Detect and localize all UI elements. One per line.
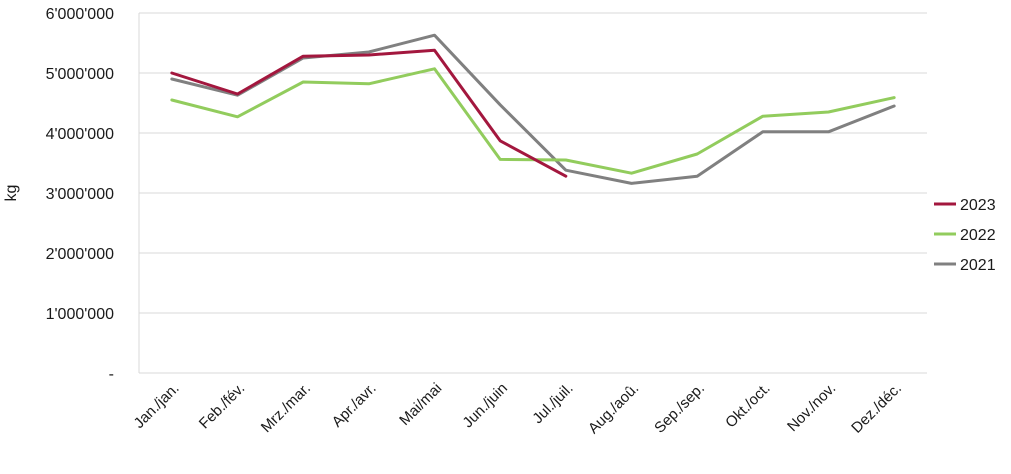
x-tick-label: Mrz./mar. [258,380,314,436]
y-tick-label: 1'000'000 [46,306,115,323]
x-tick-label: Okt./oct. [722,380,774,432]
x-tick-label: Aug./aoû. [585,380,642,437]
x-tick-label: Apr./avr. [329,380,380,431]
legend: 2023 2022 2021 [934,197,996,274]
y-axis-ticks: - 1'000'000 2'000'000 3'000'000 4'000'000 5'0… [46,6,115,383]
x-tick-label: Jun./juin [459,380,511,432]
x-axis-ticks: Jan./jan. Feb./fév. Mrz./mar. Apr./avr. Mai/… [131,380,905,437]
x-tick-label: Mai/mai [396,380,445,429]
y-tick-label: 6'000'000 [46,6,115,23]
legend-label: 2022 [960,227,996,244]
y-tick-label: 2'000'000 [46,246,115,263]
legend-label: 2021 [960,257,996,274]
x-tick-label: Jul./juil. [529,380,576,427]
y-axis-label: kg [3,185,20,202]
legend-label: 2023 [960,197,996,214]
x-tick-label: Feb./fév. [196,380,249,433]
x-tick-label: Jan./jan. [131,380,183,432]
y-tick-label: 3'000'000 [46,186,115,203]
gridlines [138,12,927,374]
x-tick-label: Sep./sep. [651,380,708,437]
series-lines [170,33,896,185]
x-tick-label: Nov./nov. [784,380,839,435]
series-line-2023 [170,48,568,178]
x-tick-label: Dez./déc. [848,380,905,437]
y-tick-label: 5'000'000 [46,66,115,83]
y-tick-label: 4'000'000 [46,126,115,143]
y-tick-label: - [109,366,114,383]
